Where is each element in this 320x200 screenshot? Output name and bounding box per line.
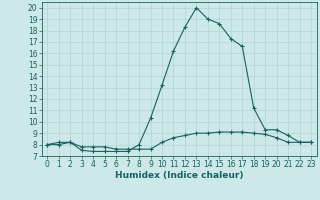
X-axis label: Humidex (Indice chaleur): Humidex (Indice chaleur) (115, 171, 244, 180)
